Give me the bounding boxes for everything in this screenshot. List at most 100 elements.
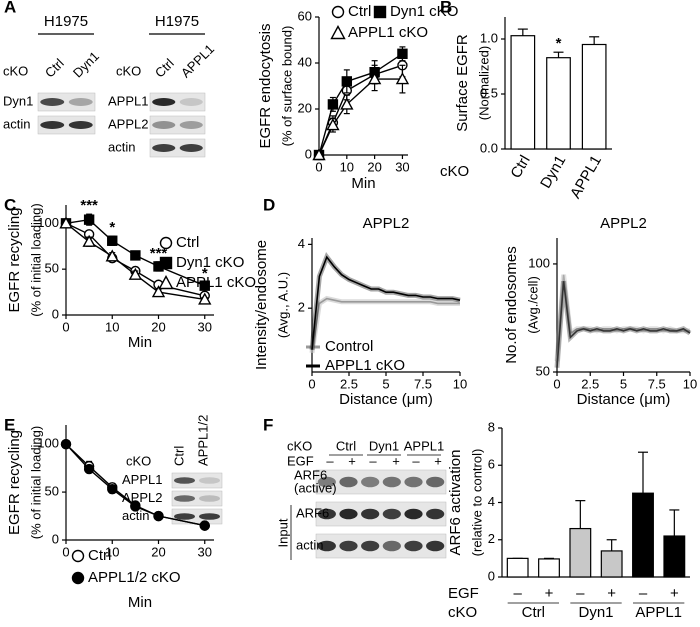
- y-tick-label: 6: [488, 457, 495, 472]
- x-tick-label: 20: [151, 319, 165, 334]
- x-tick-label: 7.5: [648, 376, 666, 391]
- series-line: [318, 78, 403, 156]
- bar: [569, 527, 592, 578]
- blot-band: [174, 477, 195, 484]
- legend-label: Ctrl: [88, 547, 111, 564]
- input-label: Input: [275, 518, 290, 547]
- blot-band: [199, 495, 220, 502]
- legend-label: Dyn1 cKO: [176, 254, 244, 271]
- blot-band: [179, 98, 203, 106]
- blot-band: [174, 513, 195, 520]
- egf-sign: –: [369, 453, 377, 468]
- bar: [506, 557, 529, 578]
- x-tick-label: 0: [62, 319, 69, 334]
- x-tick-label: 10: [105, 544, 119, 559]
- marker: [367, 72, 382, 85]
- y-axis-label: Intensity/endosome: [253, 240, 270, 370]
- row-label: ARF6: [296, 505, 329, 520]
- blot-band: [339, 540, 358, 552]
- blot-band: [152, 144, 176, 152]
- marker: [107, 235, 118, 246]
- group-label: Ctrl: [522, 604, 545, 621]
- marker: [59, 216, 73, 229]
- lane-label: APPL1/2: [195, 415, 210, 466]
- blot-band: [199, 477, 220, 484]
- blot-band: [382, 476, 401, 488]
- blot-strip: [171, 490, 223, 507]
- y-axis-label: No.of endosomes: [503, 246, 520, 364]
- y-tick-label: 50: [45, 261, 59, 276]
- blot-strip: [149, 115, 206, 135]
- marker: [198, 292, 212, 305]
- legend-label: Dyn1 cKO: [390, 3, 458, 20]
- blot-strip: [37, 92, 96, 112]
- blot-strip: [171, 472, 223, 489]
- blot-band: [40, 121, 65, 129]
- marker: [153, 510, 164, 522]
- egf-sign: +: [392, 453, 400, 468]
- lane-label: Ctrl: [42, 56, 67, 81]
- bar: [600, 550, 623, 578]
- y-tick-label: 0.0: [480, 140, 498, 155]
- cko-label: cKO: [3, 63, 28, 78]
- y-axis-label: EGFR endocytosis: [257, 23, 274, 148]
- blot-band: [174, 495, 195, 502]
- y-tick-label: 40: [298, 54, 312, 69]
- cko-label: cKO: [287, 438, 312, 453]
- marker: [82, 234, 96, 247]
- y-tick-label: 8: [488, 419, 495, 434]
- blot-band: [361, 476, 380, 488]
- y-axis-label: EGFR recycling: [6, 430, 23, 535]
- x-axis-label: Distance (μm): [577, 391, 671, 408]
- legend-label: Ctrl: [176, 234, 199, 251]
- row-label: actin: [3, 116, 30, 131]
- blot-band: [152, 121, 176, 129]
- lane-label: Ctrl: [171, 446, 186, 466]
- y-axis-label: (Avg., A.U.): [275, 272, 290, 338]
- x-tick-label: 10: [453, 376, 467, 391]
- x-axis-label: Min: [351, 175, 375, 192]
- marker: [151, 285, 166, 298]
- row-label: actin: [108, 139, 135, 154]
- x-tick-label: 5: [382, 376, 389, 391]
- series-line: [556, 274, 690, 362]
- y-tick-label: 4: [488, 494, 495, 509]
- blot-strip: [315, 501, 447, 527]
- marker: [60, 438, 72, 450]
- legend-label: APPL1 cKO: [348, 24, 428, 41]
- y-tick-label: 0: [52, 531, 59, 546]
- significance: *: [202, 265, 208, 282]
- y-axis-label: (Avg./cell): [525, 276, 540, 334]
- blot-band: [317, 540, 336, 552]
- blot-band: [179, 121, 203, 129]
- x-tick-label: 30: [198, 544, 212, 559]
- significance: *: [109, 219, 115, 236]
- y-tick-label: 20: [298, 100, 312, 115]
- cko-label: cKO: [126, 453, 151, 468]
- y-axis-label: (% of initial loading): [28, 426, 43, 539]
- series-line: [65, 222, 205, 301]
- chart-title: APPL2: [363, 215, 410, 232]
- y-tick-label: 2: [488, 531, 495, 546]
- marker: [199, 520, 210, 531]
- series-halo: [554, 274, 690, 362]
- blot-band: [68, 98, 93, 106]
- bar: [663, 535, 686, 578]
- series-line: [311, 255, 461, 350]
- marker: [341, 76, 353, 87]
- bar: [510, 35, 536, 150]
- marker: [397, 48, 408, 59]
- group-label: Dyn1: [369, 438, 399, 453]
- marker: [71, 571, 85, 585]
- y-tick-label: 0: [305, 146, 312, 161]
- y-tick-label: 100: [37, 436, 59, 451]
- x-axis-label: Distance (μm): [339, 391, 433, 408]
- marker: [340, 97, 354, 110]
- x-axis-label: Min: [128, 334, 152, 351]
- blot-band: [199, 513, 220, 520]
- cko-label: cKO: [116, 63, 141, 78]
- group-label: Dyn1: [578, 604, 613, 621]
- marker: [312, 148, 326, 161]
- x-tick-label: –: [513, 585, 522, 602]
